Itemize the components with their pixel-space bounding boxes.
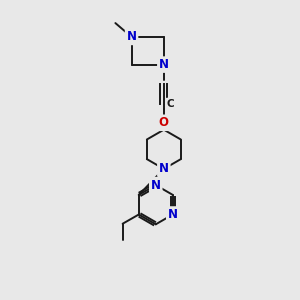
Text: N: N [151, 178, 161, 192]
Text: N: N [159, 58, 169, 71]
Text: N: N [127, 30, 136, 44]
Text: N: N [168, 208, 178, 221]
Text: C: C [167, 99, 175, 109]
Text: O: O [159, 116, 169, 129]
Text: N: N [159, 162, 169, 176]
